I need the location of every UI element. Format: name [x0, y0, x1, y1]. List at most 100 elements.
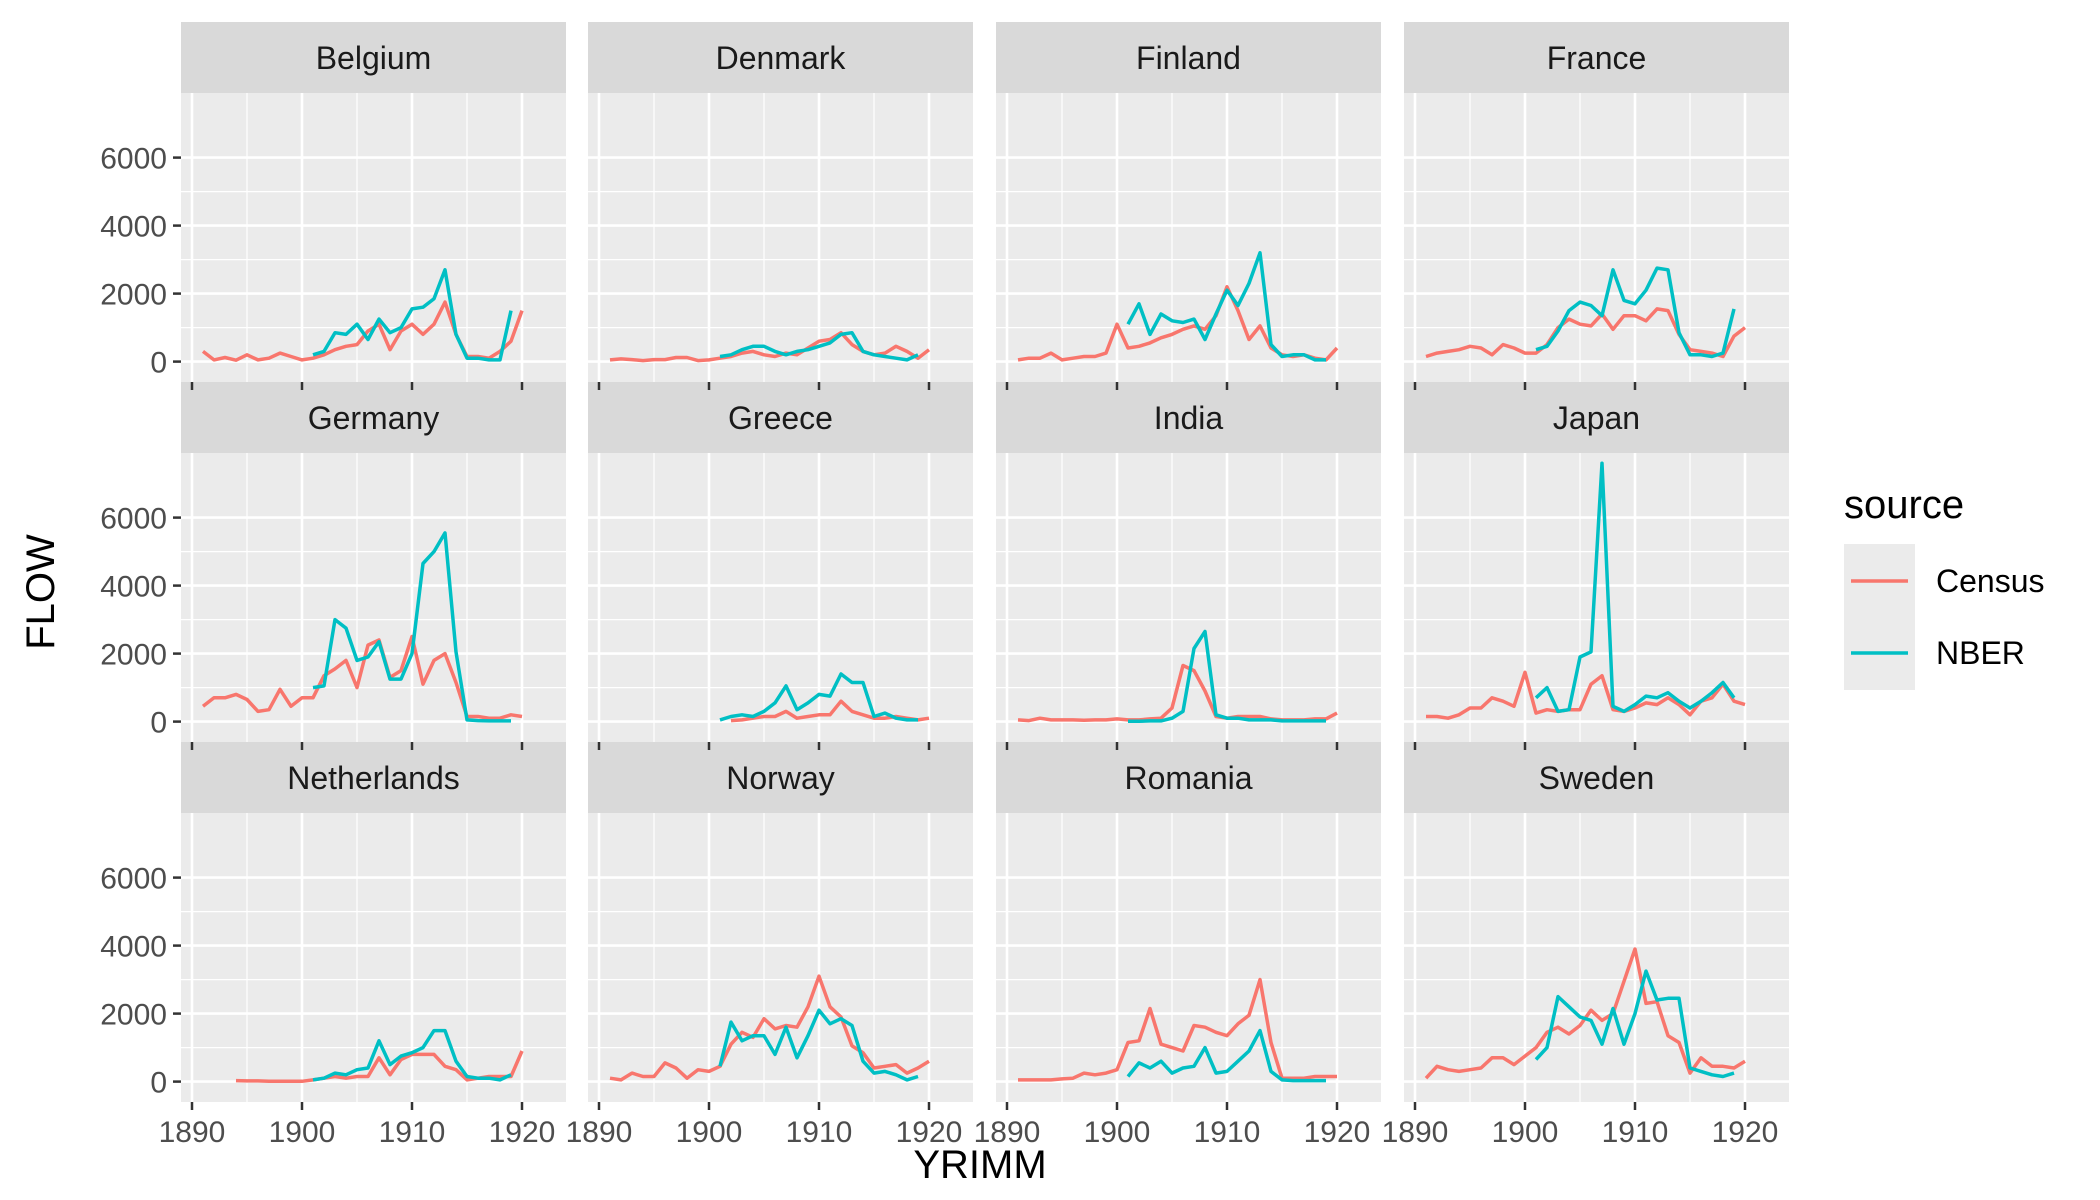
facet-finland: Finland	[996, 22, 1381, 382]
series-line-nber	[1534, 969, 1735, 1079]
series-line-nber	[312, 268, 513, 362]
y-tick-label: 0	[150, 1067, 167, 1100]
facet-strip	[181, 382, 566, 453]
facet-strip-label: France	[1547, 40, 1647, 76]
x-tick-label: 1920	[1304, 1116, 1371, 1149]
panel-background	[996, 813, 1381, 1102]
panel-background	[996, 93, 1381, 382]
y-tick-label: 6000	[100, 143, 167, 176]
facet-strip	[1404, 22, 1789, 93]
x-tick-label: 1910	[1194, 1116, 1261, 1149]
x-tick-label: 1900	[676, 1116, 743, 1149]
y-tick-label: 6000	[100, 863, 167, 896]
y-tick-label: 2000	[100, 279, 167, 312]
x-axis-title: YRIMM	[913, 1143, 1046, 1187]
y-tick-label: 4000	[100, 931, 167, 964]
facet-strip	[181, 22, 566, 93]
panel-background	[1404, 93, 1789, 382]
panel-background	[181, 93, 566, 382]
facet-panels: Belgium Denmark Finland France Germany Greece…	[181, 22, 1789, 1102]
facet-romania: Romania	[996, 742, 1381, 1102]
facet-netherlands: Netherlands	[181, 742, 566, 1102]
facet-strip-label: Belgium	[316, 40, 432, 76]
series-line-nber	[719, 330, 919, 362]
facet-strip-label: Romania	[1124, 760, 1252, 796]
facet-strip	[588, 22, 973, 93]
x-tick-label: 1890	[159, 1116, 226, 1149]
panel-background	[588, 453, 973, 742]
facet-strip-label: Greece	[728, 400, 833, 436]
y-axis-title: FLOW	[19, 534, 63, 650]
series-line-nber	[1128, 629, 1326, 724]
x-tick-label: 1920	[896, 1116, 963, 1149]
y-tick-label: 0	[150, 347, 167, 380]
facet-germany: Germany	[181, 382, 566, 742]
series-line-census	[201, 634, 523, 720]
panel-background	[1404, 453, 1789, 742]
x-tick-label: 1920	[489, 1116, 556, 1149]
panel-background	[181, 453, 566, 742]
facet-strip	[181, 742, 566, 813]
y-tick-label: 0	[150, 707, 167, 740]
x-tick-label: 1890	[974, 1116, 1041, 1149]
facet-strip	[588, 742, 973, 813]
y-tick-label: 4000	[100, 571, 167, 604]
facet-strip-label: Sweden	[1539, 760, 1655, 796]
facet-strip	[588, 382, 973, 453]
facet-strip-label: India	[1154, 400, 1224, 436]
facet-strip-label: Finland	[1136, 40, 1241, 76]
series-line-nber	[719, 672, 918, 722]
x-axes: 1890 1900 1910 1920 1890 1900 1910 1920 1890 1900…	[159, 382, 1779, 1149]
facet-strip	[1404, 742, 1789, 813]
legend-label-census: Census	[1936, 563, 2045, 599]
series-line-nber	[312, 531, 511, 723]
x-tick-label: 1910	[786, 1116, 853, 1149]
legend-title: source	[1844, 483, 1964, 527]
series-line-nber	[1126, 251, 1326, 362]
facet-strip	[1404, 382, 1789, 453]
facet-norway: Norway	[588, 742, 973, 1102]
panel-background	[996, 453, 1381, 742]
panel-background	[588, 813, 973, 1102]
panel-background	[1404, 813, 1789, 1102]
series-line-nber	[1126, 1028, 1326, 1083]
y-tick-label: 6000	[100, 503, 167, 536]
x-tick-label: 1910	[1602, 1116, 1669, 1149]
x-tick-label: 1920	[1712, 1116, 1779, 1149]
facet-france: France	[1404, 22, 1789, 382]
legend: source Census NBER	[1844, 483, 2045, 690]
y-tick-label: 4000	[100, 211, 167, 244]
series-line-nber	[312, 1028, 512, 1082]
series-line-nber	[718, 1008, 919, 1082]
facet-strip	[996, 22, 1381, 93]
series-line-nber	[1534, 461, 1736, 714]
panel-background	[588, 93, 973, 382]
facet-strip-label: Japan	[1553, 400, 1640, 436]
series-line-census	[1018, 977, 1337, 1082]
series-line-census	[1426, 670, 1746, 720]
facet-strip	[996, 382, 1381, 453]
series-line-nber	[1535, 266, 1736, 359]
facet-india: India	[996, 382, 1381, 742]
x-tick-label: 1900	[1084, 1116, 1151, 1149]
series-line-census	[1425, 307, 1747, 359]
legend-label-nber: NBER	[1936, 635, 2025, 671]
facet-strip-label: Norway	[726, 760, 834, 796]
x-tick-label: 1900	[269, 1116, 336, 1149]
facet-denmark: Denmark	[588, 22, 973, 382]
facet-strip-label: Denmark	[716, 40, 847, 76]
facet-sweden: Sweden	[1404, 742, 1789, 1102]
y-tick-label: 2000	[100, 999, 167, 1032]
x-tick-label: 1890	[1382, 1116, 1449, 1149]
x-tick-label: 1890	[566, 1116, 633, 1149]
facet-belgium: Belgium	[181, 22, 566, 382]
facet-japan: Japan	[1404, 382, 1789, 742]
y-tick-label: 2000	[100, 639, 167, 672]
legend-key-background	[1844, 544, 1915, 690]
facet-strip-label: Netherlands	[287, 760, 460, 796]
series-line-census	[609, 974, 930, 1082]
facet-strip	[996, 742, 1381, 813]
facet-strip-label: Germany	[308, 400, 440, 436]
x-tick-label: 1910	[379, 1116, 446, 1149]
